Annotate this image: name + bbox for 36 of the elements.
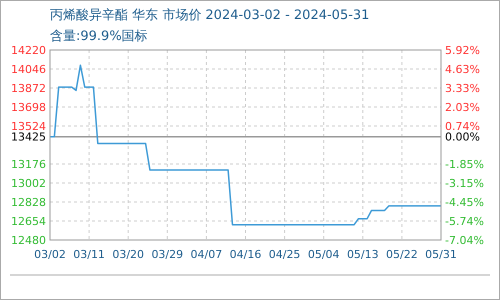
x-tick-label: 05/22 [386,248,418,261]
line-series [49,64,442,226]
y-tick-label: 13872 [11,82,46,95]
y2-tick-label: 0.74% [445,120,480,133]
chart-title: 丙烯酸异辛酯 华东 市场价 2024-03-02 - 2024-05-31 [50,8,370,23]
chart-subtitle: 含量:99.9%国标 [50,29,148,44]
y2-tick-label: 2.03% [445,100,480,114]
y-tick-label: 13698 [11,100,46,114]
x-tick-label: 03/11 [73,248,105,261]
y2-tick-label: 5.92% [445,44,480,57]
x-tick-label: 04/16 [230,248,262,261]
y2-tick-label: -4.45% [445,196,484,209]
x-tick-label: 03/02 [34,248,66,261]
x-tick-label: 05/04 [308,248,340,261]
y-tick-label: 14220 [11,44,46,57]
x-tick-label: 04/07 [190,248,222,261]
x-tick-label: 03/29 [151,248,184,261]
y-tick-label: 13524 [11,120,46,133]
x-tick-label: 05/13 [346,248,379,261]
y2-tick-label: 3.33% [445,82,480,95]
y2-tick-label: 4.63% [445,62,480,76]
y2-tick-label: -1.85% [445,158,484,171]
y2-tick-label: 0.00% [445,130,480,144]
y2-tick-label: -5.74% [445,214,484,228]
x-tick-label: 03/20 [112,248,144,261]
y-tick-label: 12828 [11,196,46,209]
y-tick-label: 12654 [11,214,46,228]
y2-tick-label: -3.15% [445,176,484,190]
y-tick-label: 14046 [11,62,46,76]
y-tick-label: 13425 [11,130,46,144]
x-tick-label: 04/25 [268,248,300,261]
y2-tick-label: -7.04% [445,234,484,247]
x-tick-label: 05/31 [425,248,457,261]
y-tick-label: 13002 [11,176,46,190]
y-tick-label: 12480 [11,234,46,247]
y-tick-label: 13176 [11,158,46,171]
